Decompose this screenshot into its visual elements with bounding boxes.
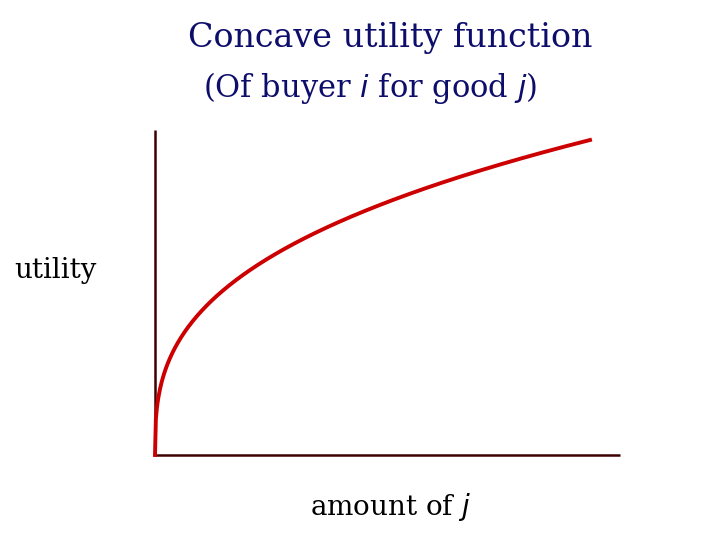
Text: amount of $j$: amount of $j$: [310, 491, 470, 523]
Text: Concave utility function: Concave utility function: [188, 22, 592, 54]
Text: (Of buyer $i$ for good $j$): (Of buyer $i$ for good $j$): [203, 70, 537, 106]
Text: utility: utility: [14, 256, 96, 284]
